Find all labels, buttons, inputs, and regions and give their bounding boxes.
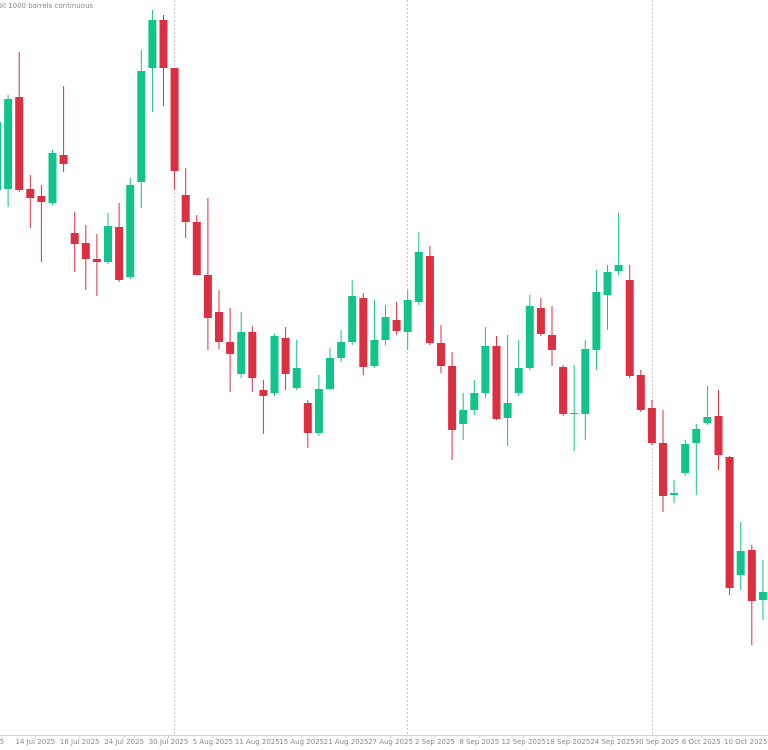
- candle-body: [248, 332, 257, 378]
- candle-body: [137, 71, 146, 182]
- candle-body: [159, 20, 168, 68]
- chart-title: e Oil 1000 barrels continuous: [0, 2, 93, 10]
- candle-body: [536, 308, 545, 334]
- candle-body: [548, 335, 556, 350]
- candle-body: [758, 592, 767, 600]
- candle-body: [370, 340, 379, 366]
- candle-body: [15, 97, 24, 190]
- candle-body: [0, 122, 1, 190]
- candle-body: [437, 343, 445, 366]
- x-tick-label: 8 Sep 2025: [459, 738, 499, 746]
- candle-body: [747, 550, 756, 601]
- candle-body: [92, 259, 101, 262]
- x-tick-label: 27 Aug 2025: [368, 738, 413, 746]
- candle-body: [559, 367, 568, 414]
- candle-body: [26, 189, 35, 198]
- candle-body: [670, 493, 679, 495]
- x-tick-label: 18 Sep 2025: [546, 738, 590, 746]
- candle-body: [303, 403, 312, 433]
- x-tick-label: 14 Jul 2025: [15, 738, 55, 746]
- candle-body: [392, 320, 401, 331]
- candle-body: [470, 393, 479, 410]
- candle-body: [448, 366, 457, 430]
- candle-body: [459, 410, 468, 424]
- candle-body: [525, 306, 534, 368]
- candle-body: [703, 417, 712, 423]
- candle-body: [70, 233, 79, 244]
- candle-body: [192, 222, 201, 275]
- candle-body: [270, 336, 279, 393]
- candle-body: [126, 185, 135, 277]
- candle-body: [326, 358, 334, 389]
- candle-body: [115, 227, 124, 280]
- candle-body: [614, 265, 623, 271]
- x-tick-label: 10 Oct 2025: [724, 738, 767, 746]
- candle-body: [625, 280, 634, 376]
- x-tick-label: 5 Aug 2025: [193, 738, 233, 746]
- candle-body: [226, 342, 235, 354]
- candle-body: [636, 375, 645, 410]
- candle-body: [48, 153, 57, 203]
- x-tick-label: 24 Sep 2025: [590, 738, 634, 746]
- x-tick-label: 11 Aug 2025: [235, 738, 280, 746]
- candle-body: [425, 256, 434, 343]
- candle-body: [181, 195, 190, 222]
- x-tick-label: 15 Aug 2025: [279, 738, 324, 746]
- candle-body: [736, 551, 745, 575]
- x-tick-label: 24 Jul 2025: [104, 738, 144, 746]
- candle-body: [403, 300, 412, 332]
- candle-body: [714, 416, 723, 455]
- candle-body: [725, 457, 734, 588]
- x-tick-label: 30 Jul 2025: [149, 738, 189, 746]
- candle-body: [659, 443, 667, 496]
- candle-body: [681, 444, 690, 473]
- candle-body: [4, 99, 13, 189]
- candle-body: [581, 349, 590, 414]
- candle-body: [148, 20, 157, 68]
- candle-body: [337, 342, 346, 358]
- candle-body: [514, 368, 523, 393]
- candle-body: [281, 338, 290, 374]
- candle-body: [292, 368, 301, 388]
- candle-body: [481, 346, 490, 393]
- x-tick-label: 5: [0, 738, 4, 746]
- candle-body: [203, 275, 212, 318]
- x-tick-label: 30 Sep 2025: [635, 738, 679, 746]
- candle-body: [170, 68, 179, 171]
- candle-body: [104, 226, 112, 262]
- x-tick-label: 2 Sep 2025: [415, 738, 455, 746]
- x-tick-label: 12 Sep 2025: [502, 738, 546, 746]
- candle-body: [37, 196, 46, 202]
- candle-body: [503, 403, 512, 418]
- candle-body: [570, 413, 579, 414]
- candle-body: [237, 332, 246, 374]
- candle-body: [359, 298, 368, 367]
- candle-body: [647, 408, 656, 443]
- candle-body: [692, 429, 701, 443]
- candle-body: [314, 389, 323, 433]
- x-tick-label: 6 Oct 2025: [682, 738, 721, 746]
- candle-body: [492, 346, 501, 419]
- candle-body: [215, 312, 223, 342]
- candle-body: [592, 292, 601, 350]
- x-tick-label: 21 Aug 2025: [324, 738, 369, 746]
- candle-body: [414, 252, 423, 302]
- candle-body: [348, 296, 357, 342]
- candle-body: [603, 272, 612, 295]
- candle-body: [381, 317, 390, 340]
- candle-body: [259, 390, 268, 396]
- candle-body: [81, 243, 90, 259]
- candle-body: [59, 155, 68, 164]
- x-tick-label: 16 Jul 2025: [60, 738, 100, 746]
